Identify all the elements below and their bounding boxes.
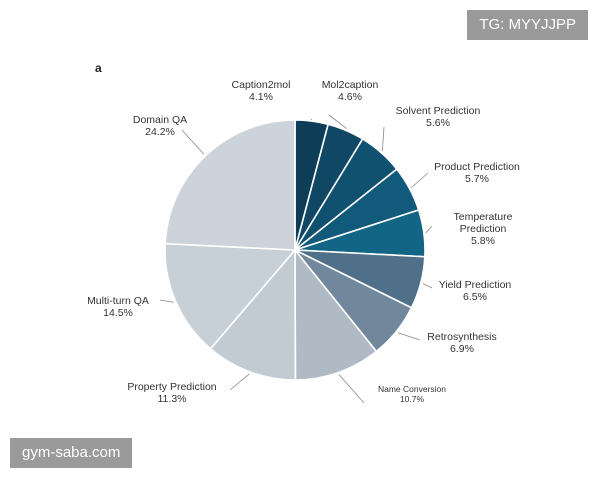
slice-label: Multi-turn QA 14.5% — [87, 295, 149, 319]
slice-label: Mol2caption 4.6% — [322, 79, 379, 103]
slice-label: Property Prediction 11.3% — [127, 381, 216, 405]
leader-line — [422, 283, 433, 289]
leader-line — [411, 172, 429, 188]
slice-label: Caption2mol 4.1% — [232, 79, 291, 103]
pie-slices — [164, 119, 426, 381]
slice-label: Solvent Prediction 5.6% — [396, 105, 481, 129]
pie-slice-name-conversion — [294, 247, 378, 381]
leader-line — [229, 373, 250, 391]
pie-slice-multi-turn-qa — [164, 242, 297, 350]
site-watermark: gym-saba.com — [10, 438, 133, 468]
slice-label: Temperature Prediction 5.8% — [454, 211, 513, 247]
pie-slice-domain-qa — [164, 119, 296, 251]
slice-label: Domain QA 24.2% — [133, 114, 187, 138]
slice-label: Yield Prediction 6.5% — [439, 279, 512, 303]
slice-label: Product Prediction 5.7% — [434, 161, 520, 185]
leader-line — [328, 114, 347, 129]
leader-line — [159, 299, 174, 303]
slice-labels: Caption2mol 4.1% Mol2caption 4.6% Solvent Pr… — [87, 79, 520, 405]
leader-line — [310, 118, 313, 121]
leader-line — [181, 129, 205, 155]
leader-line — [425, 225, 433, 234]
telegram-watermark: TG: MYYJJPP — [467, 10, 588, 40]
panel-label: a — [95, 61, 102, 75]
leader-lines — [159, 114, 433, 404]
leader-line — [381, 126, 385, 152]
leader-line — [397, 332, 421, 341]
pie-slice-property-prediction — [209, 247, 297, 381]
slice-label: Name Conversion 10.7% — [378, 384, 446, 404]
leader-line — [338, 374, 365, 404]
slice-label: Retrosynthesis 6.9% — [427, 331, 496, 355]
